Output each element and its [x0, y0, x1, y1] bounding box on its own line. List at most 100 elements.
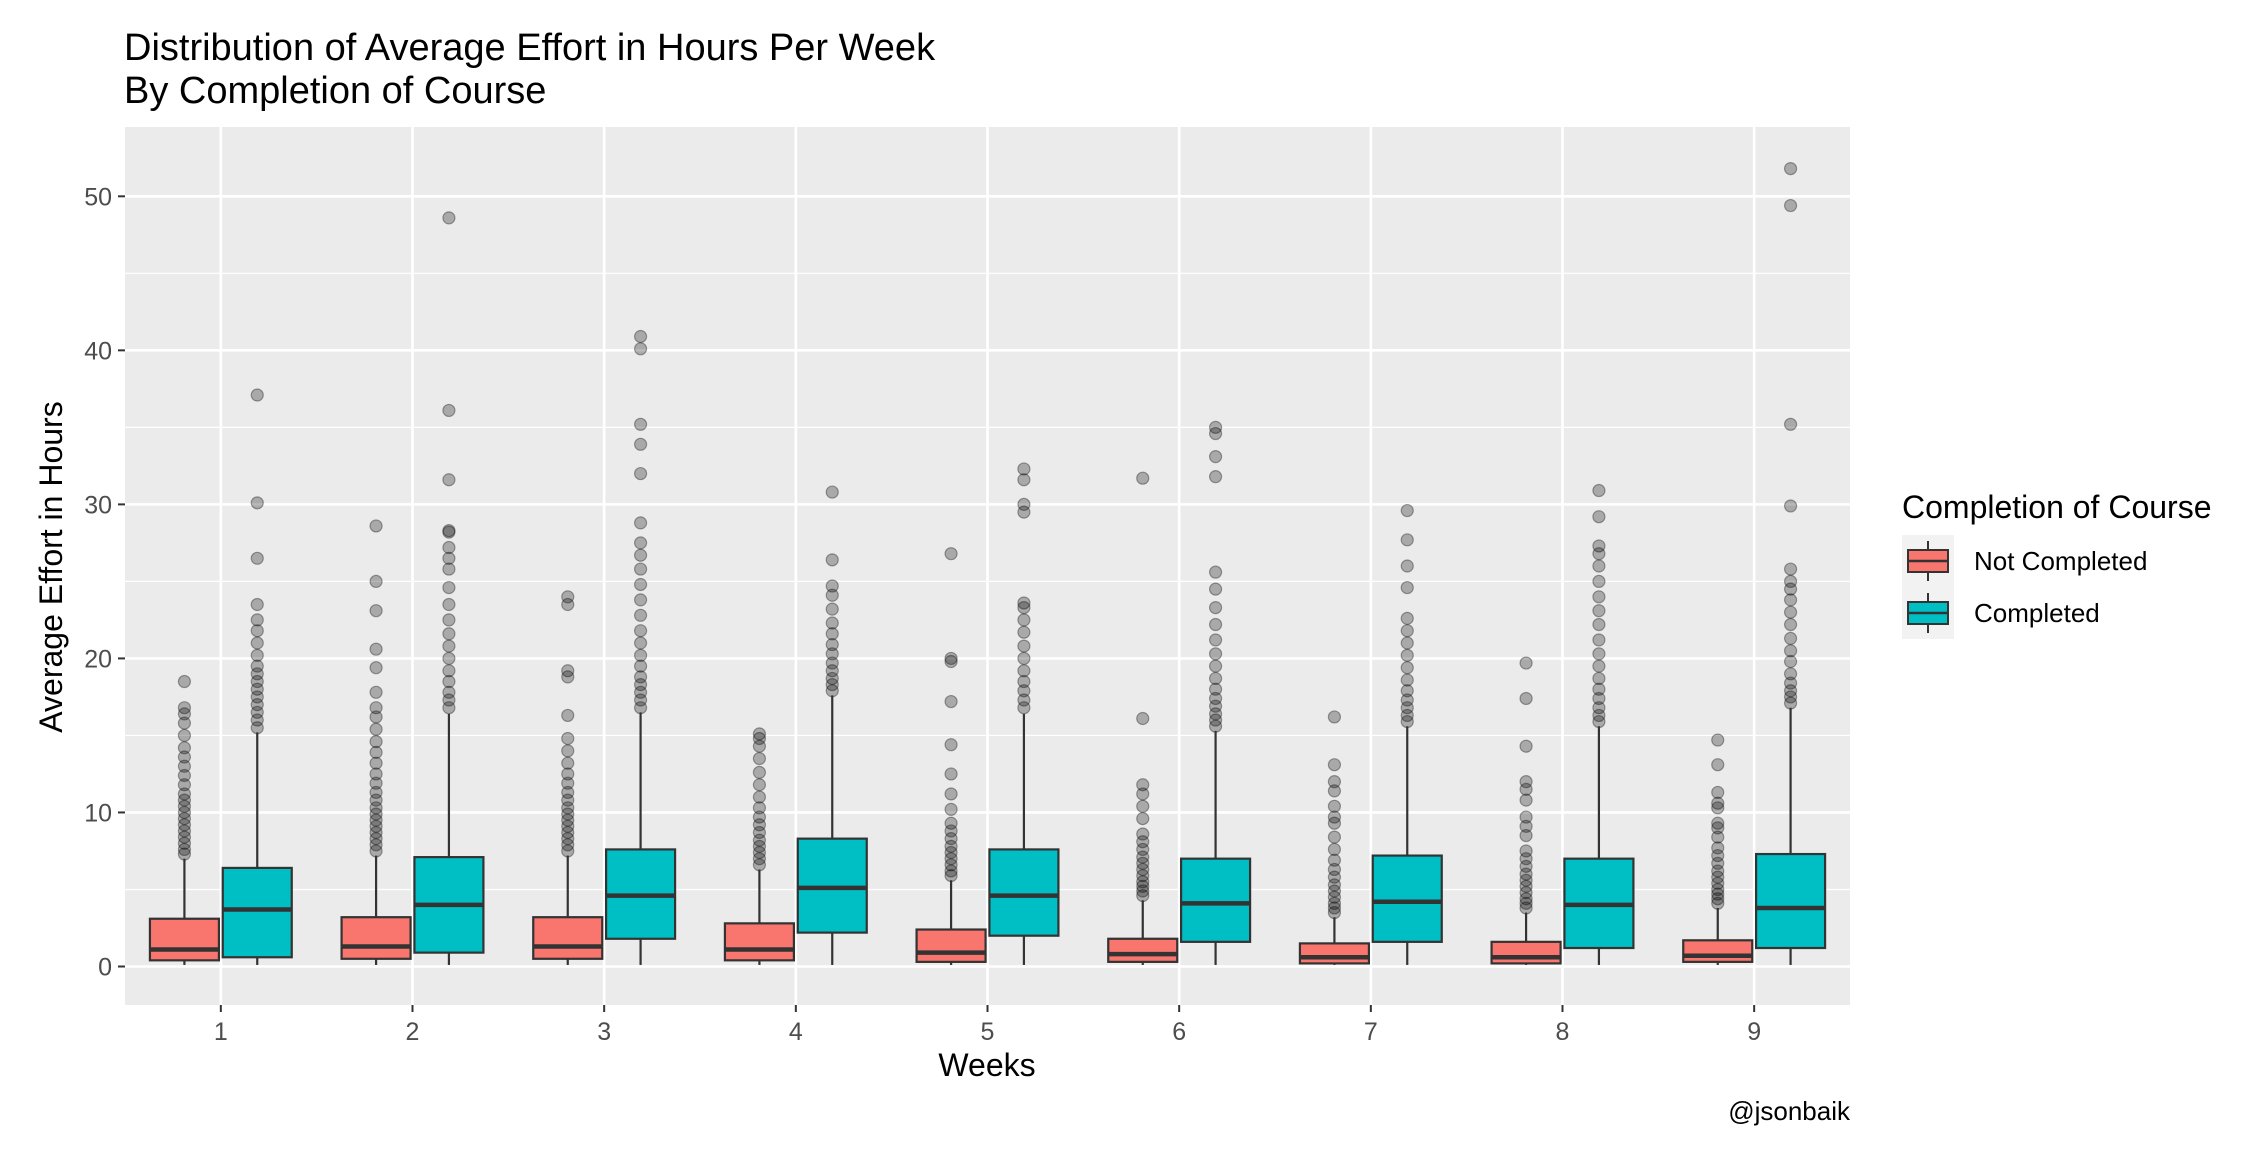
outlier-point: [561, 731, 575, 746]
outlier-point: [1711, 848, 1725, 863]
outlier-point: [944, 802, 958, 816]
outlier-point: [177, 812, 192, 826]
outlier-point: [633, 678, 648, 692]
outlier-point: [1208, 707, 1223, 721]
outlier-point: [1519, 852, 1533, 866]
outlier-point: [1136, 869, 1150, 883]
outlier-point: [1017, 473, 1031, 487]
outlier-point: [825, 553, 839, 567]
outlier-point: [1592, 590, 1606, 604]
outlier-point: [442, 639, 456, 653]
outlier-point: [1783, 499, 1798, 513]
x-axis-title: Weeks: [938, 1047, 1035, 1083]
outlier-point: [561, 670, 575, 684]
outlier-point: [1327, 853, 1342, 867]
outlier-point: [1783, 562, 1798, 576]
outlier-point: [1592, 547, 1606, 561]
outlier-point: [177, 778, 192, 792]
y-tick-label: 50: [84, 183, 112, 211]
outlier-point: [944, 738, 958, 752]
outlier-point: [1592, 510, 1606, 524]
outlier-point: [442, 685, 456, 699]
outlier-point: [825, 588, 839, 602]
outlier-point: [1327, 896, 1342, 910]
outlier-point: [1783, 605, 1798, 619]
outlier-point: [1017, 701, 1031, 715]
box-group: [1490, 656, 1562, 965]
outlier-point: [1208, 713, 1223, 727]
outlier-point: [177, 674, 192, 689]
outlier-point: [1592, 559, 1606, 573]
x-tick-label: 8: [1556, 1018, 1570, 1046]
outlier-point: [369, 793, 383, 807]
outlier-point: [633, 342, 648, 356]
outlier-point: [1400, 636, 1414, 650]
outlier-point: [1783, 617, 1798, 632]
outlier-point: [177, 716, 192, 730]
outlier-point: [1519, 867, 1533, 881]
outlier-point: [633, 536, 648, 550]
outlier-point: [633, 466, 648, 481]
outlier-point: [1017, 664, 1031, 678]
outlier-point: [561, 744, 575, 758]
outlier-point: [561, 597, 575, 612]
outlier-point: [250, 597, 264, 612]
outlier-point: [1400, 673, 1414, 687]
outlier-point: [369, 819, 383, 833]
outlier-point: [1327, 901, 1342, 915]
box-group: [988, 462, 1060, 965]
outlier-point: [1519, 896, 1533, 910]
outlier-point: [752, 801, 767, 815]
outlier-point: [1017, 596, 1031, 610]
outlier-point: [1519, 859, 1533, 873]
y-tick-label: 10: [84, 799, 112, 827]
outlier-point: [1519, 819, 1533, 833]
outlier-point: [944, 787, 958, 801]
outlier-point: [1208, 582, 1223, 596]
outlier-point: [177, 701, 192, 715]
outlier-point: [1711, 830, 1725, 844]
outlier-point: [250, 713, 264, 727]
legend: Completion of Course Not Completed Comple…: [1902, 489, 2211, 639]
outlier-point: [1136, 879, 1150, 893]
outlier-point: [177, 793, 192, 807]
outlier-point: [825, 678, 839, 692]
outlier-point: [561, 838, 575, 852]
y-tick-label: 20: [84, 645, 112, 673]
outlier-point: [250, 705, 264, 719]
outlier-point: [752, 751, 767, 766]
box-group: [221, 388, 293, 965]
outlier-point: [633, 659, 648, 673]
outlier-point: [1208, 691, 1223, 706]
outlier-point: [825, 647, 839, 661]
legend-label: Completed: [1974, 598, 2100, 628]
outlier-point: [1592, 682, 1606, 696]
outlier-point: [369, 807, 383, 821]
outlier-point: [250, 674, 264, 689]
outlier-point: [369, 604, 383, 618]
outlier-point: [1017, 462, 1031, 476]
outlier-point: [1592, 483, 1606, 498]
box: [148, 917, 221, 962]
box-group: [1298, 710, 1371, 965]
outlier-point: [633, 693, 648, 707]
box-group: [723, 727, 796, 965]
outlier-point: [1327, 775, 1342, 789]
outlier-point: [1208, 671, 1223, 686]
outlier-point: [752, 852, 767, 866]
outlier-point: [561, 825, 575, 840]
outlier-point: [944, 651, 958, 666]
outlier-point: [944, 547, 958, 561]
outlier-point: [752, 765, 767, 780]
outlier-point: [177, 741, 192, 755]
box: [1682, 939, 1754, 963]
outlier-point: [250, 698, 264, 712]
box-group: [1563, 483, 1635, 965]
outlier-point: [1783, 582, 1798, 596]
box: [1754, 852, 1827, 950]
outlier-point: [369, 519, 383, 533]
x-tick-label: 2: [406, 1018, 420, 1046]
outlier-point: [1783, 198, 1798, 213]
outlier-point: [1136, 711, 1150, 726]
outlier-point: [1400, 533, 1414, 547]
